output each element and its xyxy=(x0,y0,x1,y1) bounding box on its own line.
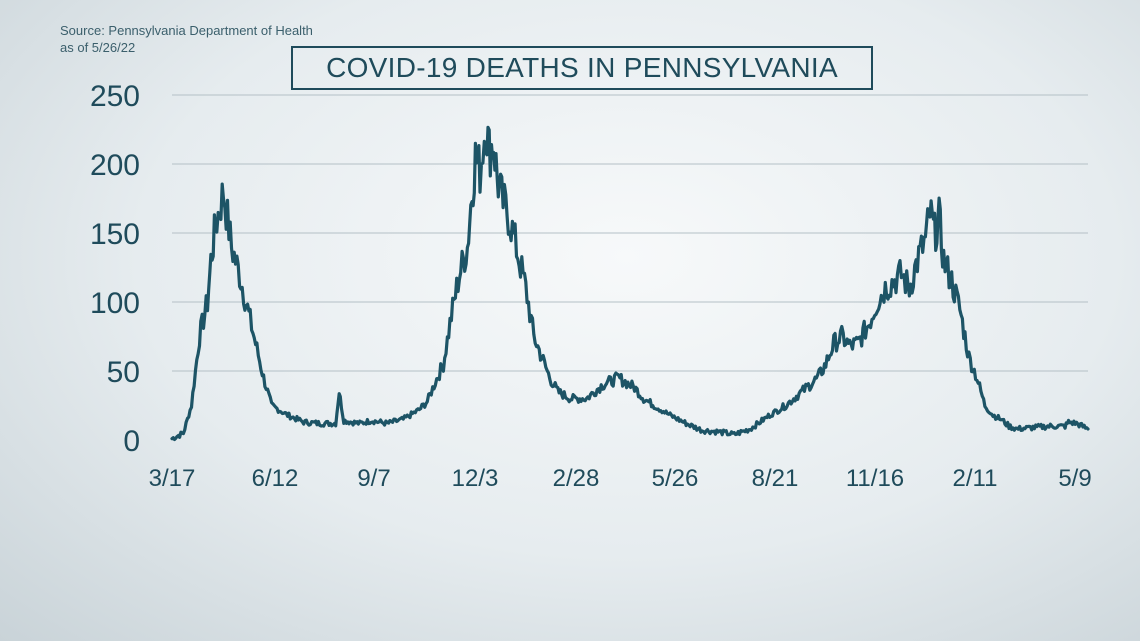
x-tick-label: 12/3 xyxy=(452,465,499,492)
x-tick-label: 6/12 xyxy=(252,465,299,492)
x-tick-label: 11/16 xyxy=(846,465,904,492)
y-tick-label: 100 xyxy=(90,287,140,320)
chart-title: COVID-19 DEATHS IN PENNSYLVANIA xyxy=(291,46,873,90)
y-tick-label: 0 xyxy=(123,425,140,458)
y-tick-label: 150 xyxy=(90,218,140,251)
y-tick-label: 200 xyxy=(90,149,140,182)
x-tick-label: 5/9 xyxy=(1058,465,1091,492)
deaths-series-line xyxy=(170,125,1090,442)
x-tick-label: 2/11 xyxy=(953,465,998,492)
source-line: Source: Pennsylvania Department of Healt… xyxy=(60,23,313,38)
as-of-date: as of 5/26/22 xyxy=(60,40,136,55)
x-tick-label: 2/28 xyxy=(553,465,600,492)
x-tick-label: 9/7 xyxy=(357,465,390,492)
y-tick-label: 50 xyxy=(107,356,140,389)
y-tick-label: 250 xyxy=(90,80,140,113)
x-tick-label: 3/17 xyxy=(149,465,196,492)
x-tick-label: 5/26 xyxy=(652,465,699,492)
x-tick-label: 8/21 xyxy=(752,465,799,492)
source-note: Source: Pennsylvania Department of Healt… xyxy=(60,22,313,56)
